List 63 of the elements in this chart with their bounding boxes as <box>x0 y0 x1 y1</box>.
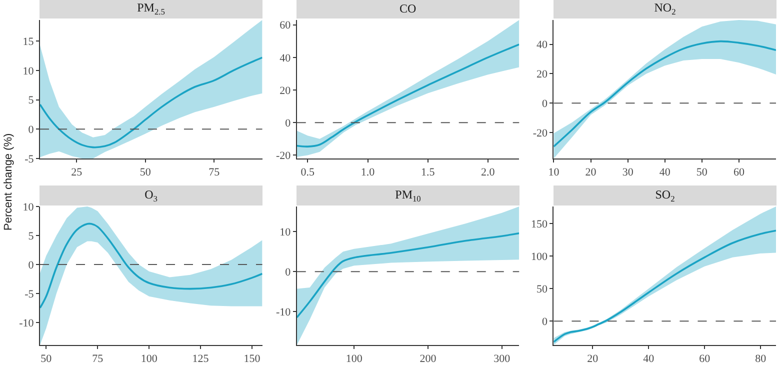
y-tick-label: -20 <box>532 127 548 140</box>
y-tick-label: -10 <box>19 317 34 330</box>
x-tick-label: 30 <box>622 166 634 179</box>
x-tick-label: 40 <box>659 166 671 179</box>
y-tick-label: 20 <box>280 84 292 97</box>
x-tick-label: 75 <box>208 166 220 179</box>
y-tick-label: 5 <box>28 230 34 242</box>
line-series <box>40 222 262 309</box>
y-axis-title: Percent change (%) <box>2 133 14 230</box>
x-tick-label: 300 <box>494 353 511 366</box>
y-tick-label: 0 <box>28 259 34 272</box>
y-tick-label: 40 <box>280 52 292 64</box>
x-tick-label: 1.0 <box>360 166 376 179</box>
y-tick-label: 50 <box>536 283 548 296</box>
y-tick-label: 100 <box>531 250 548 263</box>
line-series <box>296 44 520 148</box>
x-tick-label: 50 <box>40 353 52 366</box>
y-tick-label: -10 <box>276 306 292 318</box>
x-tick-label: 60 <box>733 166 745 179</box>
x-tick-label: 2.0 <box>481 166 496 179</box>
chart-title: NO$_{2}$ <box>654 0 676 16</box>
y-tick-label: 0 <box>285 266 292 278</box>
line-series <box>40 56 262 148</box>
y-tick-label: 0 <box>28 124 34 136</box>
y-tick-label: -20 <box>276 150 292 162</box>
chart-title: CO <box>400 2 416 16</box>
y-tick-label: 10 <box>22 65 34 78</box>
line-series <box>296 232 520 318</box>
x-tick-label: 75 <box>92 353 104 366</box>
x-tick-label: 60 <box>699 353 711 366</box>
y-tick-label: 0 <box>285 117 292 130</box>
line-series <box>554 40 776 148</box>
y-tick-label: 150 <box>531 218 548 230</box>
y-tick-label: 0 <box>542 316 548 328</box>
x-tick-label: 25 <box>71 166 83 179</box>
x-tick-label: 50 <box>140 166 152 179</box>
y-tick-label: 10 <box>22 201 34 214</box>
line-series <box>554 230 776 343</box>
x-tick-label: 125 <box>192 353 210 366</box>
x-tick-label: 20 <box>587 353 599 366</box>
y-tick-label: 0 <box>542 98 548 110</box>
y-tick-label: -5 <box>24 153 34 166</box>
y-tick-label: -5 <box>24 288 34 300</box>
x-tick-label: 100 <box>140 353 158 366</box>
x-tick-label: 100 <box>346 353 363 366</box>
x-tick-label: 1.5 <box>420 166 436 179</box>
y-tick-label: 5 <box>28 94 34 107</box>
x-tick-label: 40 <box>643 353 655 366</box>
x-tick-label: 0.5 <box>300 166 316 179</box>
chart-title: PM$_{2.5}$ <box>137 0 165 16</box>
x-tick-label: 20 <box>585 166 597 179</box>
y-tick-label: 60 <box>280 20 292 32</box>
y-tick-label: 15 <box>22 36 34 48</box>
chart-title: SO$_{2}$ <box>655 188 675 204</box>
chart-title: PM$_{10}$ <box>395 188 421 204</box>
y-tick-label: 40 <box>536 39 548 52</box>
x-tick-label: 50 <box>696 166 708 179</box>
x-tick-label: 80 <box>755 353 767 366</box>
x-tick-label: 200 <box>420 353 437 366</box>
y-tick-label: 10 <box>280 226 292 239</box>
y-tick-label: 20 <box>536 68 548 81</box>
x-tick-label: 150 <box>244 353 261 366</box>
chart-title: O$_{3}$ <box>144 188 158 204</box>
